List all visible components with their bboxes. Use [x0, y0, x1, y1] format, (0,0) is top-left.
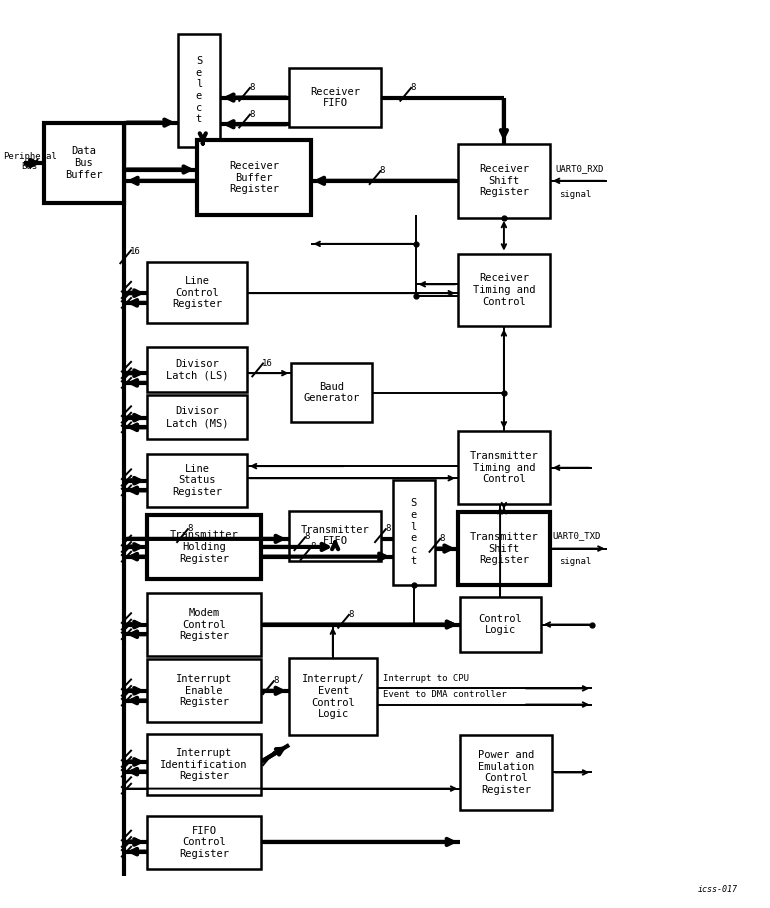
Text: Peripheral
Bus: Peripheral Bus [3, 152, 57, 171]
Text: 8: 8 [410, 83, 416, 92]
Text: UART0_TXD: UART0_TXD [552, 531, 601, 540]
Text: 8: 8 [273, 747, 279, 756]
Text: Receiver
FIFO: Receiver FIFO [310, 87, 360, 108]
Bar [147, 593, 261, 656]
Text: Transmitter
Shift
Register: Transmitter Shift Register [470, 532, 538, 565]
Text: 8: 8 [273, 676, 279, 686]
Text: 8: 8 [380, 166, 385, 175]
Bar [44, 123, 124, 203]
Text: 8: 8 [249, 110, 255, 119]
Text: Receiver
Buffer
Register: Receiver Buffer Register [229, 161, 279, 194]
Text: Baud
Generator: Baud Generator [303, 381, 360, 403]
Bar [460, 735, 552, 810]
Bar [197, 141, 310, 215]
Bar [393, 479, 435, 585]
Text: Divisor
Latch (MS): Divisor Latch (MS) [166, 407, 228, 428]
Text: 8: 8 [310, 542, 316, 551]
Bar [458, 431, 550, 504]
Text: 8: 8 [249, 83, 255, 92]
Bar [147, 395, 247, 439]
Bar [147, 515, 261, 579]
Text: signal: signal [559, 190, 591, 199]
Text: Transmitter
FIFO: Transmitter FIFO [301, 525, 370, 547]
Text: Modem
Control
Register: Modem Control Register [179, 608, 229, 641]
Text: Interrupt to CPU: Interrupt to CPU [383, 674, 470, 683]
Text: Event to DMA controller: Event to DMA controller [383, 690, 507, 699]
Text: 8: 8 [440, 534, 445, 543]
Bar [147, 659, 261, 723]
Text: 8: 8 [187, 524, 192, 533]
Text: Interrupt
Identification
Register: Interrupt Identification Register [160, 748, 248, 782]
Text: icss-017: icss-017 [698, 885, 738, 894]
Text: Line
Status
Register: Line Status Register [172, 464, 222, 497]
Text: Transmitter
Holding
Register: Transmitter Holding Register [169, 530, 238, 564]
Bar [289, 658, 377, 735]
Bar [147, 348, 247, 391]
Bar [178, 34, 220, 147]
Text: Receiver
Shift
Register: Receiver Shift Register [479, 164, 529, 197]
Text: Control
Logic: Control Logic [479, 614, 522, 636]
Text: Interrupt
Enable
Register: Interrupt Enable Register [176, 675, 232, 707]
Text: 16: 16 [263, 359, 273, 368]
Text: 8: 8 [304, 532, 310, 541]
Text: Line
Control
Register: Line Control Register [172, 276, 222, 310]
Text: S
e
l
e
c
t: S e l e c t [196, 56, 202, 124]
Text: Power and
Emulation
Control
Register: Power and Emulation Control Register [478, 750, 534, 794]
Bar [458, 143, 550, 218]
Text: 16: 16 [130, 247, 141, 256]
Text: Receiver
Timing and
Control: Receiver Timing and Control [473, 273, 535, 307]
Bar [147, 454, 247, 507]
Text: S
e
l
e
c
t: S e l e c t [410, 498, 417, 567]
Bar [458, 253, 550, 326]
Text: Transmitter
Timing and
Control: Transmitter Timing and Control [470, 451, 538, 484]
Text: signal: signal [559, 558, 591, 567]
Bar [147, 816, 261, 869]
Text: Divisor
Latch (LS): Divisor Latch (LS) [166, 359, 228, 380]
Text: FIFO
Control
Register: FIFO Control Register [179, 825, 229, 859]
Bar [289, 68, 381, 126]
Bar [460, 597, 541, 652]
Bar [291, 363, 372, 421]
Text: 8: 8 [385, 524, 390, 533]
Bar [147, 262, 247, 323]
Text: Interrupt/
Event
Control
Logic: Interrupt/ Event Control Logic [302, 675, 364, 719]
Bar [289, 510, 381, 560]
Bar [147, 735, 261, 795]
Text: 8: 8 [348, 610, 353, 619]
Bar [458, 512, 550, 585]
Text: Data
Bus
Buffer: Data Bus Buffer [65, 146, 102, 180]
Text: UART0_RXD: UART0_RXD [555, 163, 604, 173]
